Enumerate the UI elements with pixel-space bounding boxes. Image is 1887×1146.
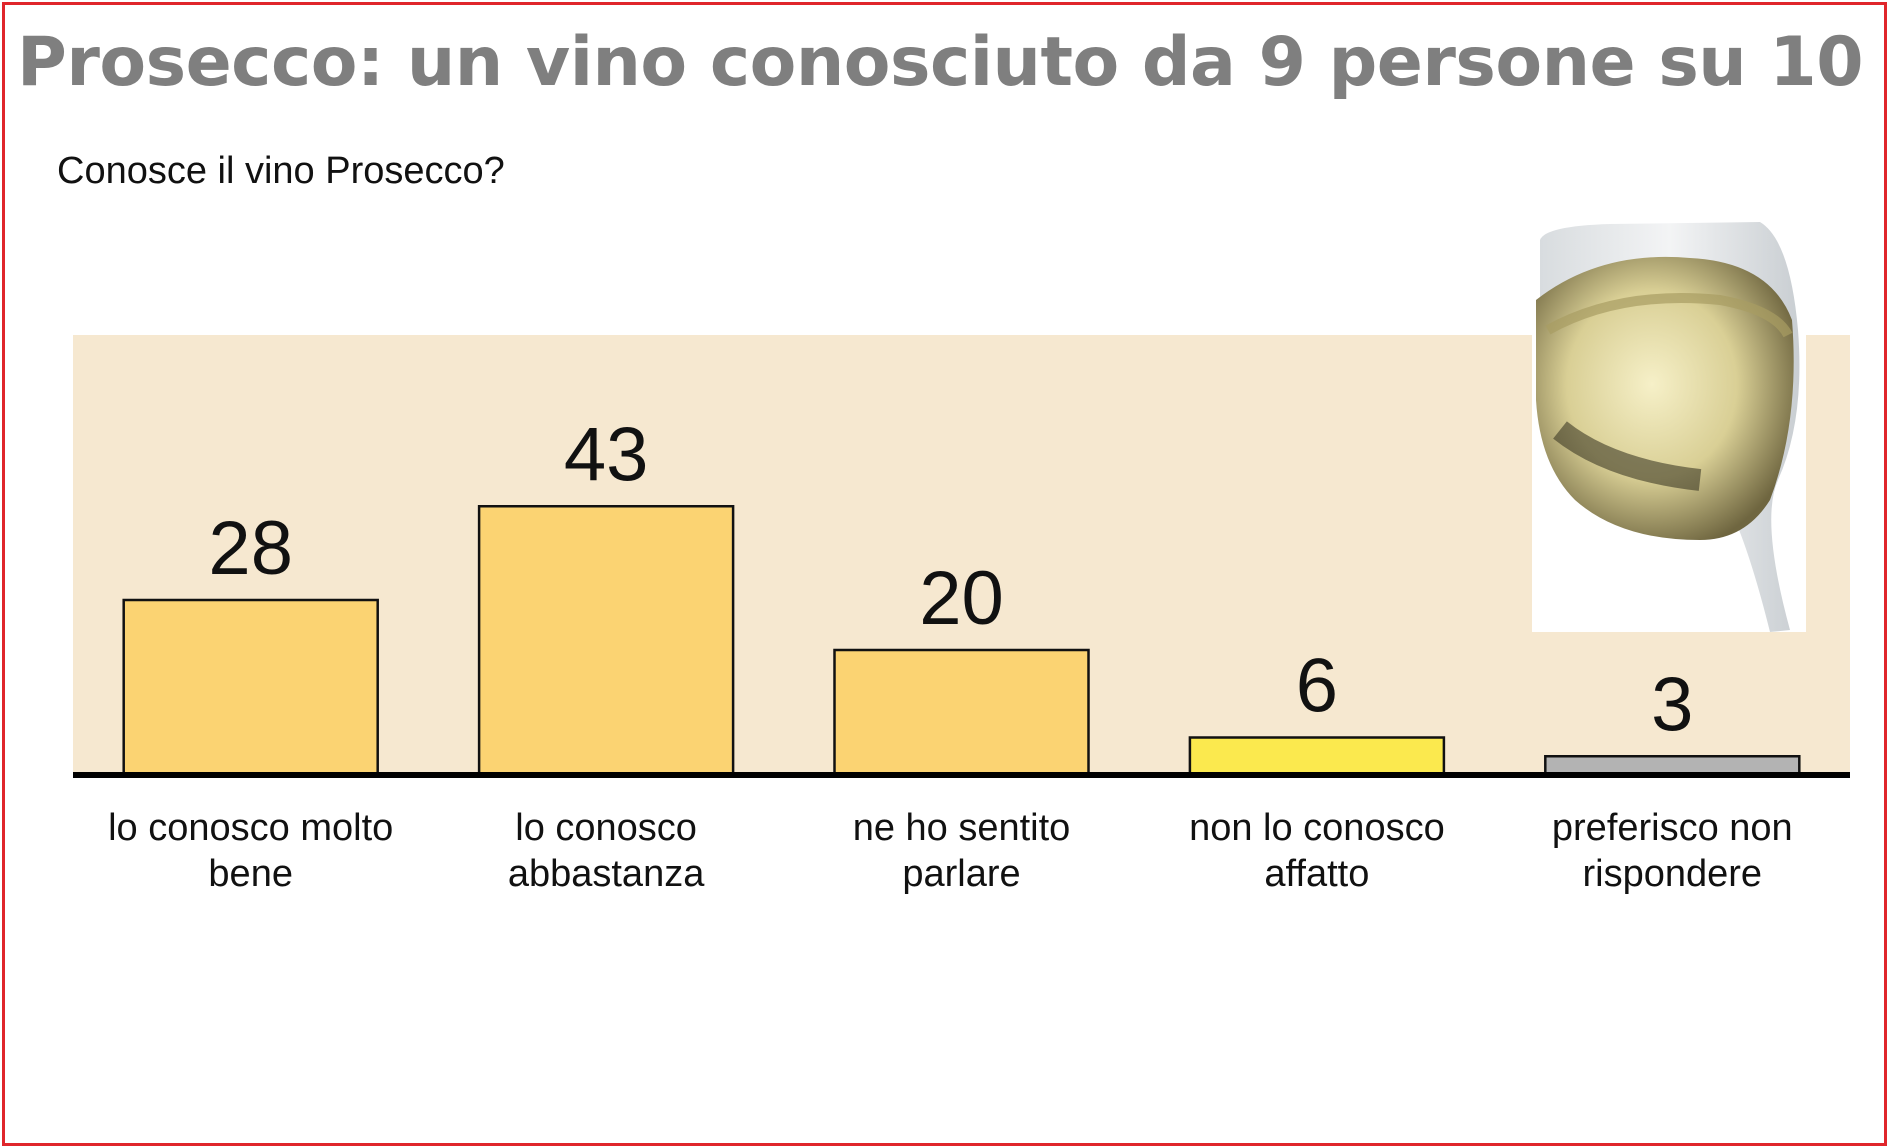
bars-group [122,505,1801,777]
category-label-3: ne ho sentito parlare [853,807,1071,895]
category-label-2: lo conosco abbastanza [508,807,705,895]
bar-3 [833,648,1090,777]
data-label-1: 28 [208,506,293,591]
page-title: Prosecco: un vino conosciuto da 9 person… [17,23,1864,102]
labels-group: 28 lo conosco molto bene 43 lo conosco abbast… [108,412,1793,895]
bar-1 [122,598,379,777]
bar-4 [1188,736,1446,777]
data-label-2: 43 [564,412,649,497]
category-label-5: preferisco non rispondere [1552,807,1793,895]
category-label-1: lo conosco molto bene [108,807,393,895]
bar-2 [477,505,735,777]
data-label-5: 3 [1651,662,1693,747]
category-label-4: non lo conosco affatto [1189,807,1445,895]
data-label-3: 20 [919,556,1004,641]
champagne-glass-image [1532,222,1806,632]
data-label-4: 6 [1296,644,1338,729]
chart-subtitle: Conosce il vino Prosecco? [57,150,505,192]
